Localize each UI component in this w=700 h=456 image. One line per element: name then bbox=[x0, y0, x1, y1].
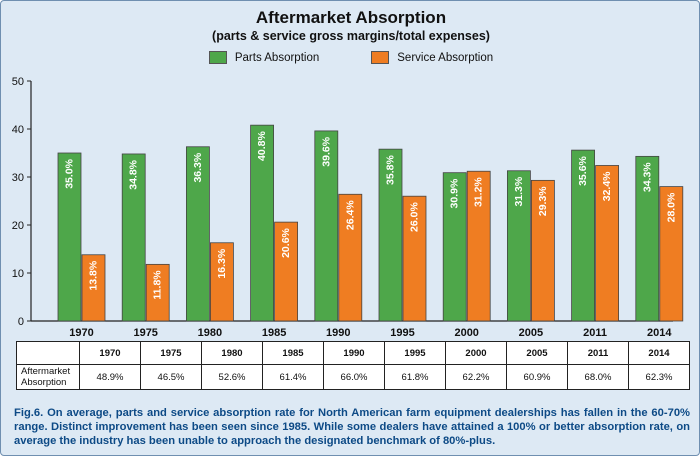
data-label-parts-1990: 39.6% bbox=[320, 136, 332, 166]
data-label-service-1970: 13.8% bbox=[88, 260, 100, 290]
table-value-2011: 68.0% bbox=[567, 364, 629, 390]
data-label-parts-1980: 36.3% bbox=[192, 152, 204, 182]
bar-service-1990 bbox=[338, 193, 363, 322]
table-year-1990: 1990 bbox=[323, 341, 385, 365]
table-row-label-line1: Aftermarket bbox=[21, 366, 71, 377]
data-label-parts-2005: 31.3% bbox=[513, 176, 525, 206]
legend-label-parts: Parts Absorption bbox=[234, 51, 320, 64]
y-tick-label: 40 bbox=[12, 124, 24, 136]
table-header-row: 1970 1975 1980 1985 1990 1995 2000 2005 2011 2014 bbox=[16, 341, 690, 365]
table-year-1980: 1980 bbox=[201, 341, 263, 365]
table-year-2000: 2000 bbox=[445, 341, 507, 365]
bar-service-2011 bbox=[595, 165, 619, 322]
table-year-2005: 2005 bbox=[506, 341, 568, 365]
bar-service-1970 bbox=[81, 254, 106, 322]
data-label-service-1990: 26.4% bbox=[344, 200, 356, 230]
bar-parts-1975 bbox=[121, 153, 146, 322]
table-value-1985: 61.4% bbox=[262, 364, 324, 390]
table-value-1995: 61.8% bbox=[384, 364, 446, 390]
data-label-service-2005: 29.3% bbox=[537, 186, 549, 216]
x-tick-label: 1975 bbox=[133, 327, 157, 339]
legend-label-service: Service Absorption bbox=[397, 51, 494, 64]
table-value-2005: 60.9% bbox=[506, 364, 568, 390]
table-value-2000: 62.2% bbox=[445, 364, 507, 390]
x-tick-label: 1970 bbox=[69, 327, 93, 339]
x-tick-label: 1985 bbox=[262, 327, 286, 339]
bar-service-2005 bbox=[531, 179, 555, 322]
table-year-1975: 1975 bbox=[140, 341, 202, 365]
bar-service-1980 bbox=[209, 242, 234, 322]
y-tick-label: 50 bbox=[12, 76, 24, 88]
x-tick-label: 2000 bbox=[454, 327, 478, 339]
table-year-1995: 1995 bbox=[384, 341, 446, 365]
y-tick-label: 10 bbox=[12, 268, 24, 280]
table-year-2014: 2014 bbox=[628, 341, 690, 365]
x-tick-label: 1995 bbox=[390, 327, 414, 339]
x-tick-label: 2005 bbox=[519, 327, 543, 339]
bar-parts-1980 bbox=[185, 146, 210, 322]
data-label-service-1980: 16.3% bbox=[216, 248, 228, 278]
data-label-parts-1995: 35.8% bbox=[385, 155, 397, 185]
x-tick-label: 1990 bbox=[326, 327, 350, 339]
data-label-service-1985: 20.6% bbox=[280, 227, 292, 257]
legend-swatch-parts bbox=[208, 51, 227, 64]
y-tick-label: 20 bbox=[12, 220, 24, 232]
bar-parts-1985 bbox=[250, 124, 275, 322]
absorption-table: 1970 1975 1980 1985 1990 1995 2000 2005 2011 2014… bbox=[16, 341, 690, 390]
table-value-1970: 48.9% bbox=[79, 364, 141, 390]
table-row-label-line2: Absorption bbox=[21, 377, 67, 388]
legend-item-parts: Parts Absorption bbox=[208, 51, 320, 64]
table-row-label: Aftermarket Absorption bbox=[16, 364, 80, 390]
chart-subtitle: (parts & service gross margins/total exp… bbox=[212, 29, 490, 43]
data-label-service-2014: 28.0% bbox=[665, 192, 677, 222]
legend-swatch-service bbox=[371, 51, 390, 64]
data-label-parts-1985: 40.8% bbox=[256, 131, 268, 161]
data-label-service-2011: 32.4% bbox=[601, 171, 613, 201]
data-label-service-1995: 26.0% bbox=[409, 202, 421, 232]
table-value-2014: 62.3% bbox=[628, 364, 690, 390]
x-tick-label: 1980 bbox=[198, 327, 222, 339]
table-corner-cell bbox=[16, 341, 80, 365]
x-tick-label: 2014 bbox=[647, 327, 672, 339]
bar-parts-1970 bbox=[57, 152, 82, 322]
data-label-parts-1970: 35.0% bbox=[64, 158, 76, 188]
bar-service-1975 bbox=[145, 263, 170, 322]
data-label-parts-2000: 30.9% bbox=[449, 178, 461, 208]
bar-service-1985 bbox=[274, 221, 299, 322]
bar-chart: 0 10 20 30 40 50 35.0% 13.8% 1970 34.8% 11.8% 1975 3… bbox=[12, 76, 684, 339]
data-label-parts-2011: 35.6% bbox=[577, 155, 589, 185]
bar-parts-2000 bbox=[442, 172, 467, 322]
legend-item-service: Service Absorption bbox=[371, 51, 493, 64]
bar-service-2014 bbox=[659, 186, 684, 322]
figure-caption: Fig.6. On average, parts and service abs… bbox=[14, 407, 690, 447]
chart-legend: Parts Absorption Service Absorption bbox=[1, 51, 699, 64]
bar-service-1995 bbox=[402, 195, 427, 322]
bar-parts-2014 bbox=[635, 155, 660, 322]
bar-parts-2011 bbox=[571, 149, 595, 322]
data-label-service-1975: 11.8% bbox=[152, 270, 164, 300]
table-value-1990: 66.0% bbox=[323, 364, 385, 390]
data-label-parts-2014: 34.3% bbox=[641, 162, 653, 192]
y-tick-label: 30 bbox=[12, 172, 24, 184]
y-tick-label: 0 bbox=[18, 316, 24, 328]
table-year-1970: 1970 bbox=[79, 341, 141, 365]
table-year-1985: 1985 bbox=[262, 341, 324, 365]
bar-parts-1995 bbox=[378, 148, 403, 322]
table-row: Aftermarket Absorption 48.9% 46.5% 52.6% 61… bbox=[16, 364, 690, 390]
data-label-parts-1975: 34.8% bbox=[128, 159, 140, 189]
table-value-1980: 52.6% bbox=[201, 364, 263, 390]
table-year-2011: 2011 bbox=[567, 341, 629, 365]
bar-service-2000 bbox=[466, 170, 491, 322]
bar-parts-1990 bbox=[314, 130, 339, 322]
table-value-1975: 46.5% bbox=[140, 364, 202, 390]
data-label-service-2000: 31.2% bbox=[473, 177, 485, 207]
chart-title: Aftermarket Absorption bbox=[255, 8, 447, 27]
x-tick-label: 2011 bbox=[583, 327, 607, 339]
bar-parts-2005 bbox=[506, 170, 531, 322]
